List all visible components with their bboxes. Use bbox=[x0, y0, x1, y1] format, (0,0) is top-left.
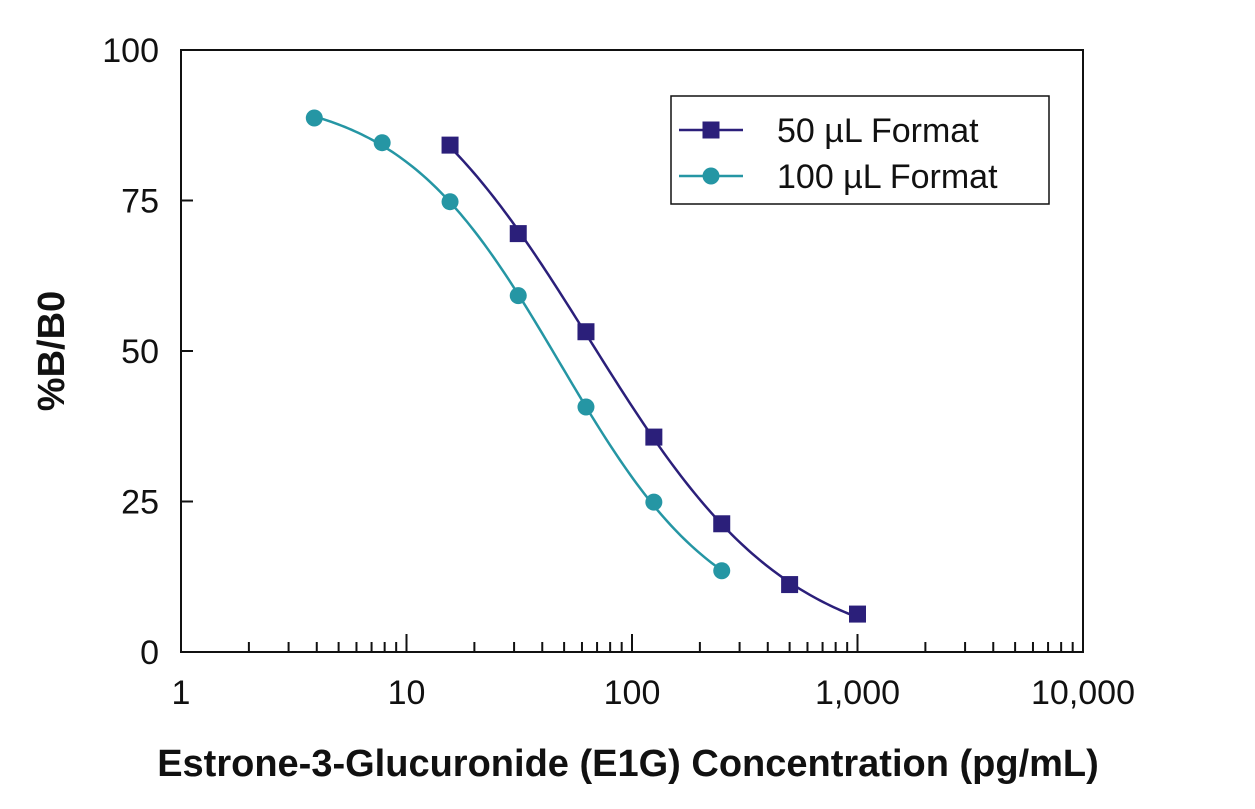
x-tick-label: 10 bbox=[388, 674, 426, 712]
data-point bbox=[645, 493, 663, 511]
y-tick-label: 75 bbox=[121, 183, 159, 221]
x-tick-label: 10,000 bbox=[1031, 674, 1135, 712]
axes: 0 25 50 75 100 1 10 100 1,000 10,000 bbox=[102, 32, 1135, 712]
x-tick-label: 1,000 bbox=[815, 674, 900, 712]
data-point bbox=[373, 134, 391, 152]
legend: 50 µL Format 100 µL Format bbox=[670, 95, 1050, 205]
x-tick-label: 1 bbox=[172, 674, 191, 712]
data-point bbox=[849, 605, 866, 623]
x-axis-title: Estrone-3-Glucuronide (E1G) Concentratio… bbox=[157, 743, 1099, 785]
data-point bbox=[781, 576, 799, 594]
y-axis-title: %B/B0 bbox=[31, 291, 73, 411]
y-tick-label: 100 bbox=[102, 32, 159, 70]
data-point bbox=[713, 515, 731, 533]
legend-label: 50 µL Format bbox=[777, 112, 979, 150]
data-point bbox=[577, 398, 595, 416]
legend-item: 100 µL Format bbox=[679, 158, 998, 196]
legend-marker bbox=[702, 167, 720, 185]
data-point bbox=[509, 225, 527, 243]
data-point bbox=[441, 193, 459, 211]
data-point bbox=[577, 323, 595, 341]
legend-label: 100 µL Format bbox=[777, 158, 998, 196]
data-point bbox=[305, 109, 323, 127]
data-point bbox=[645, 428, 663, 446]
data-point bbox=[713, 562, 731, 580]
series-layer bbox=[305, 109, 866, 623]
legend-box bbox=[670, 95, 1050, 205]
legend-marker bbox=[702, 121, 720, 139]
data-point bbox=[509, 287, 527, 305]
x-tick-label: 100 bbox=[604, 674, 661, 712]
legend-item: 50 µL Format bbox=[679, 112, 979, 150]
series-line bbox=[449, 146, 858, 619]
y-tick-label: 50 bbox=[121, 333, 159, 371]
y-tick-label: 0 bbox=[140, 634, 159, 672]
y-tick-label: 25 bbox=[121, 484, 159, 522]
series-2 bbox=[305, 109, 731, 580]
series-1 bbox=[441, 136, 866, 623]
data-point bbox=[441, 136, 459, 154]
